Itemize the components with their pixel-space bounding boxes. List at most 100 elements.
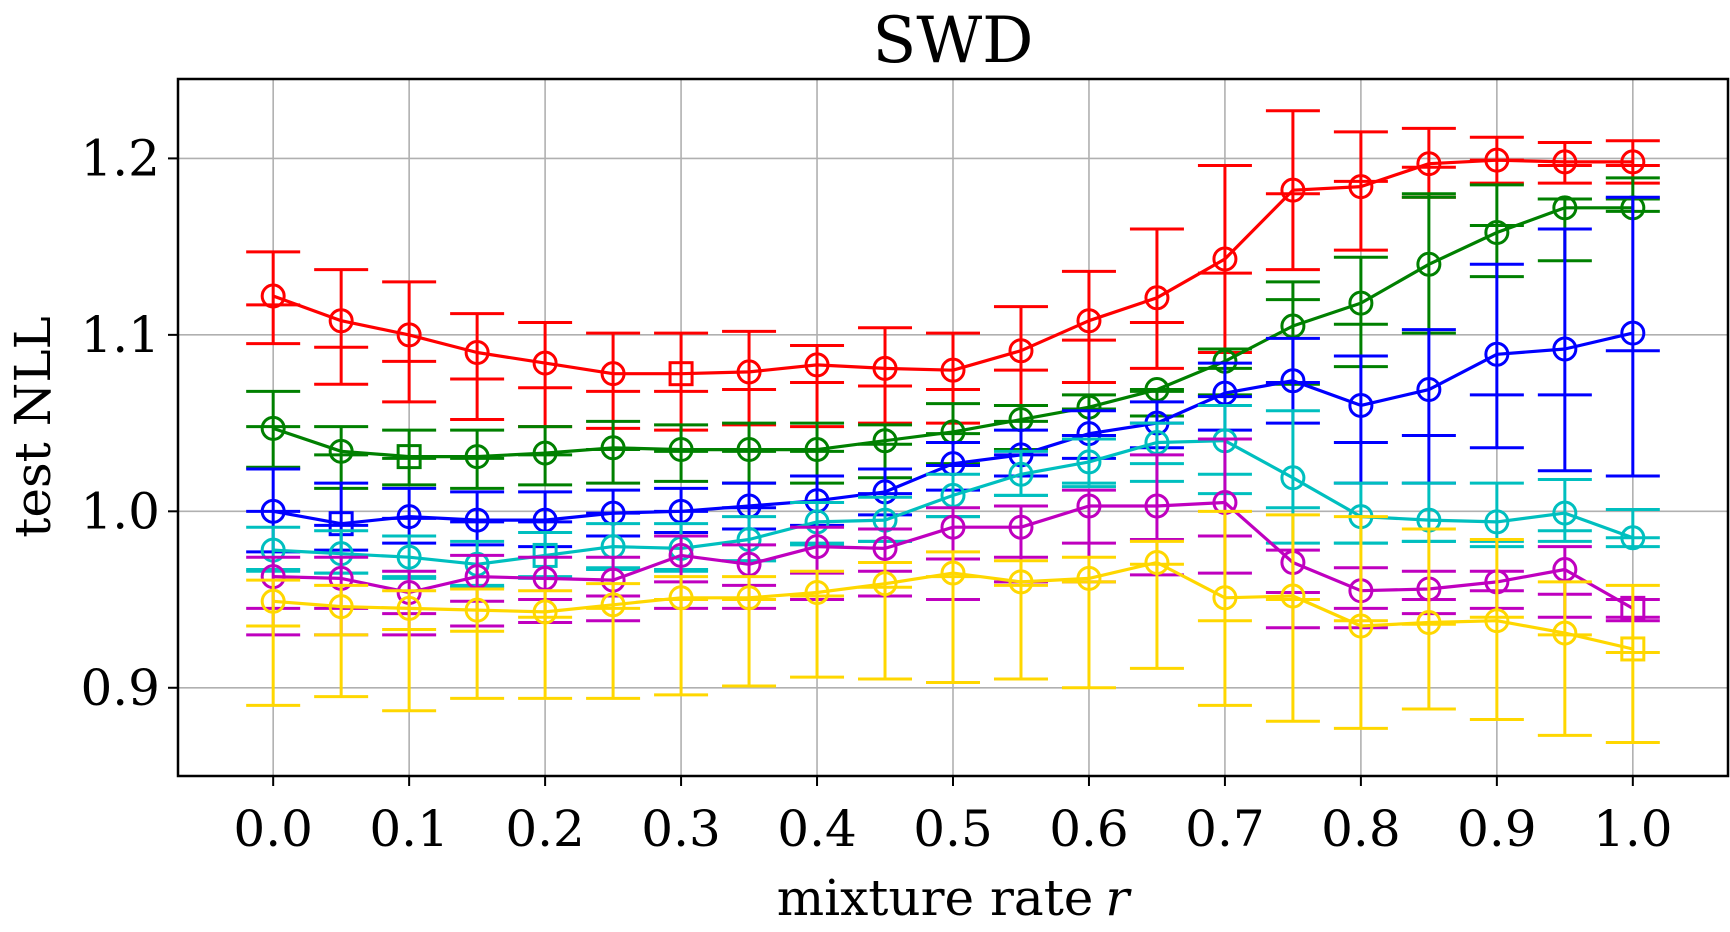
error-bar (1537, 580, 1592, 737)
data-point-marker (532, 599, 558, 625)
error-bar (450, 312, 505, 422)
data-point-marker (1144, 285, 1170, 311)
data-point-marker (1620, 149, 1646, 175)
data-point-marker (260, 415, 286, 441)
error-bar (1401, 328, 1456, 485)
error-bar (382, 589, 437, 713)
error-bar (722, 575, 777, 688)
error-bar (246, 389, 301, 469)
error-bar (1061, 437, 1116, 489)
data-point-marker (600, 592, 626, 618)
data-point-marker (1484, 509, 1510, 535)
data-point-marker (1552, 500, 1578, 526)
data-point-marker (260, 283, 286, 309)
data-point-marker (328, 438, 354, 464)
chart-title: SWD (873, 4, 1034, 78)
data-point-marker (1348, 174, 1374, 200)
data-point-marker (328, 308, 354, 334)
error-bar (1129, 539, 1184, 670)
error-bar (314, 425, 369, 490)
data-point-marker (396, 322, 422, 348)
error-bar (790, 421, 845, 485)
data-point-marker-square (668, 361, 694, 387)
data-point-marker (396, 595, 422, 621)
data-point-marker (668, 437, 694, 463)
error-bar (926, 550, 980, 684)
error-bar (790, 343, 845, 429)
data-point-marker (1008, 338, 1034, 364)
error-bar (722, 421, 777, 485)
data-point-marker (1280, 177, 1306, 203)
data-point-marker (1076, 565, 1102, 591)
error-bar (722, 329, 777, 427)
data-point-marker (1348, 392, 1374, 418)
data-point-marker (600, 361, 626, 387)
data-point-marker (1008, 461, 1034, 487)
error-bar (382, 280, 437, 404)
data-point-marker (1620, 525, 1646, 551)
data-point-marker (1416, 251, 1442, 277)
error-bar (450, 587, 505, 700)
data-point-marker (804, 352, 830, 378)
data-point-marker (1076, 449, 1102, 475)
data-point-marker (260, 588, 286, 614)
x-tick-label: 1.0 (1593, 800, 1673, 858)
data-point-marker (736, 359, 762, 385)
error-bar (1265, 513, 1320, 723)
y-axis-ticks: 0.9 1.0 1.1 1.2 (80, 129, 178, 717)
error-bar (1469, 262, 1524, 450)
data-point-marker (1416, 151, 1442, 177)
data-point-marker-square (1620, 636, 1646, 662)
error-bar (586, 582, 641, 700)
error-bar (382, 486, 437, 545)
error-bar (1333, 354, 1388, 485)
error-bar (1537, 227, 1592, 473)
x-axis-ticks: 0.0 0.1 0.2 0.3 0.4 0.5 0.6 0.7 0.8 0.9 1.0 (233, 776, 1673, 858)
error-bar (1605, 583, 1660, 744)
x-axis-title-text: mixture rate (777, 869, 1094, 927)
data-point-marker (1144, 549, 1170, 575)
data-point-marker (464, 597, 490, 623)
data-point-marker (1416, 609, 1442, 635)
error-bar (246, 578, 301, 707)
data-point-marker (668, 585, 694, 611)
error-bar (1129, 227, 1184, 370)
data-point-marker (804, 579, 830, 605)
data-point-marker (940, 357, 966, 383)
error-bar (858, 326, 913, 425)
error-bar (518, 589, 573, 700)
data-point-marker (736, 437, 762, 463)
data-point-marker (396, 504, 422, 530)
data-point-marker (532, 350, 558, 376)
data-point-marker (1212, 585, 1238, 611)
error-bar (1469, 135, 1524, 185)
error-bar (246, 250, 301, 346)
error-bar (1537, 478, 1592, 543)
error-bar (790, 569, 845, 679)
error-bar (1061, 555, 1116, 690)
data-point-marker (872, 535, 898, 561)
data-point-marker (1008, 514, 1034, 540)
data-point-marker (872, 571, 898, 597)
data-point-marker (1484, 608, 1510, 634)
error-bar (450, 428, 505, 490)
data-point-marker (940, 560, 966, 586)
y-tick-label: 1.0 (80, 482, 160, 540)
error-bar (1537, 141, 1592, 185)
data-point-marker (940, 514, 966, 540)
x-tick-label: 0.9 (1457, 800, 1537, 858)
data-point-marker (600, 435, 626, 461)
data-point-marker (872, 355, 898, 381)
data-point-marker (1144, 493, 1170, 519)
x-tick-label: 0.8 (1321, 800, 1401, 858)
error-bar (1333, 255, 1388, 369)
data-point-marker (804, 534, 830, 560)
x-tick-label: 0.4 (777, 800, 857, 858)
error-bar (1469, 538, 1524, 722)
error-bar (382, 428, 437, 487)
error-bar (1333, 130, 1388, 252)
x-tick-label: 0.6 (1049, 800, 1129, 858)
error-bar (1401, 527, 1456, 711)
error-bar (1265, 109, 1320, 272)
